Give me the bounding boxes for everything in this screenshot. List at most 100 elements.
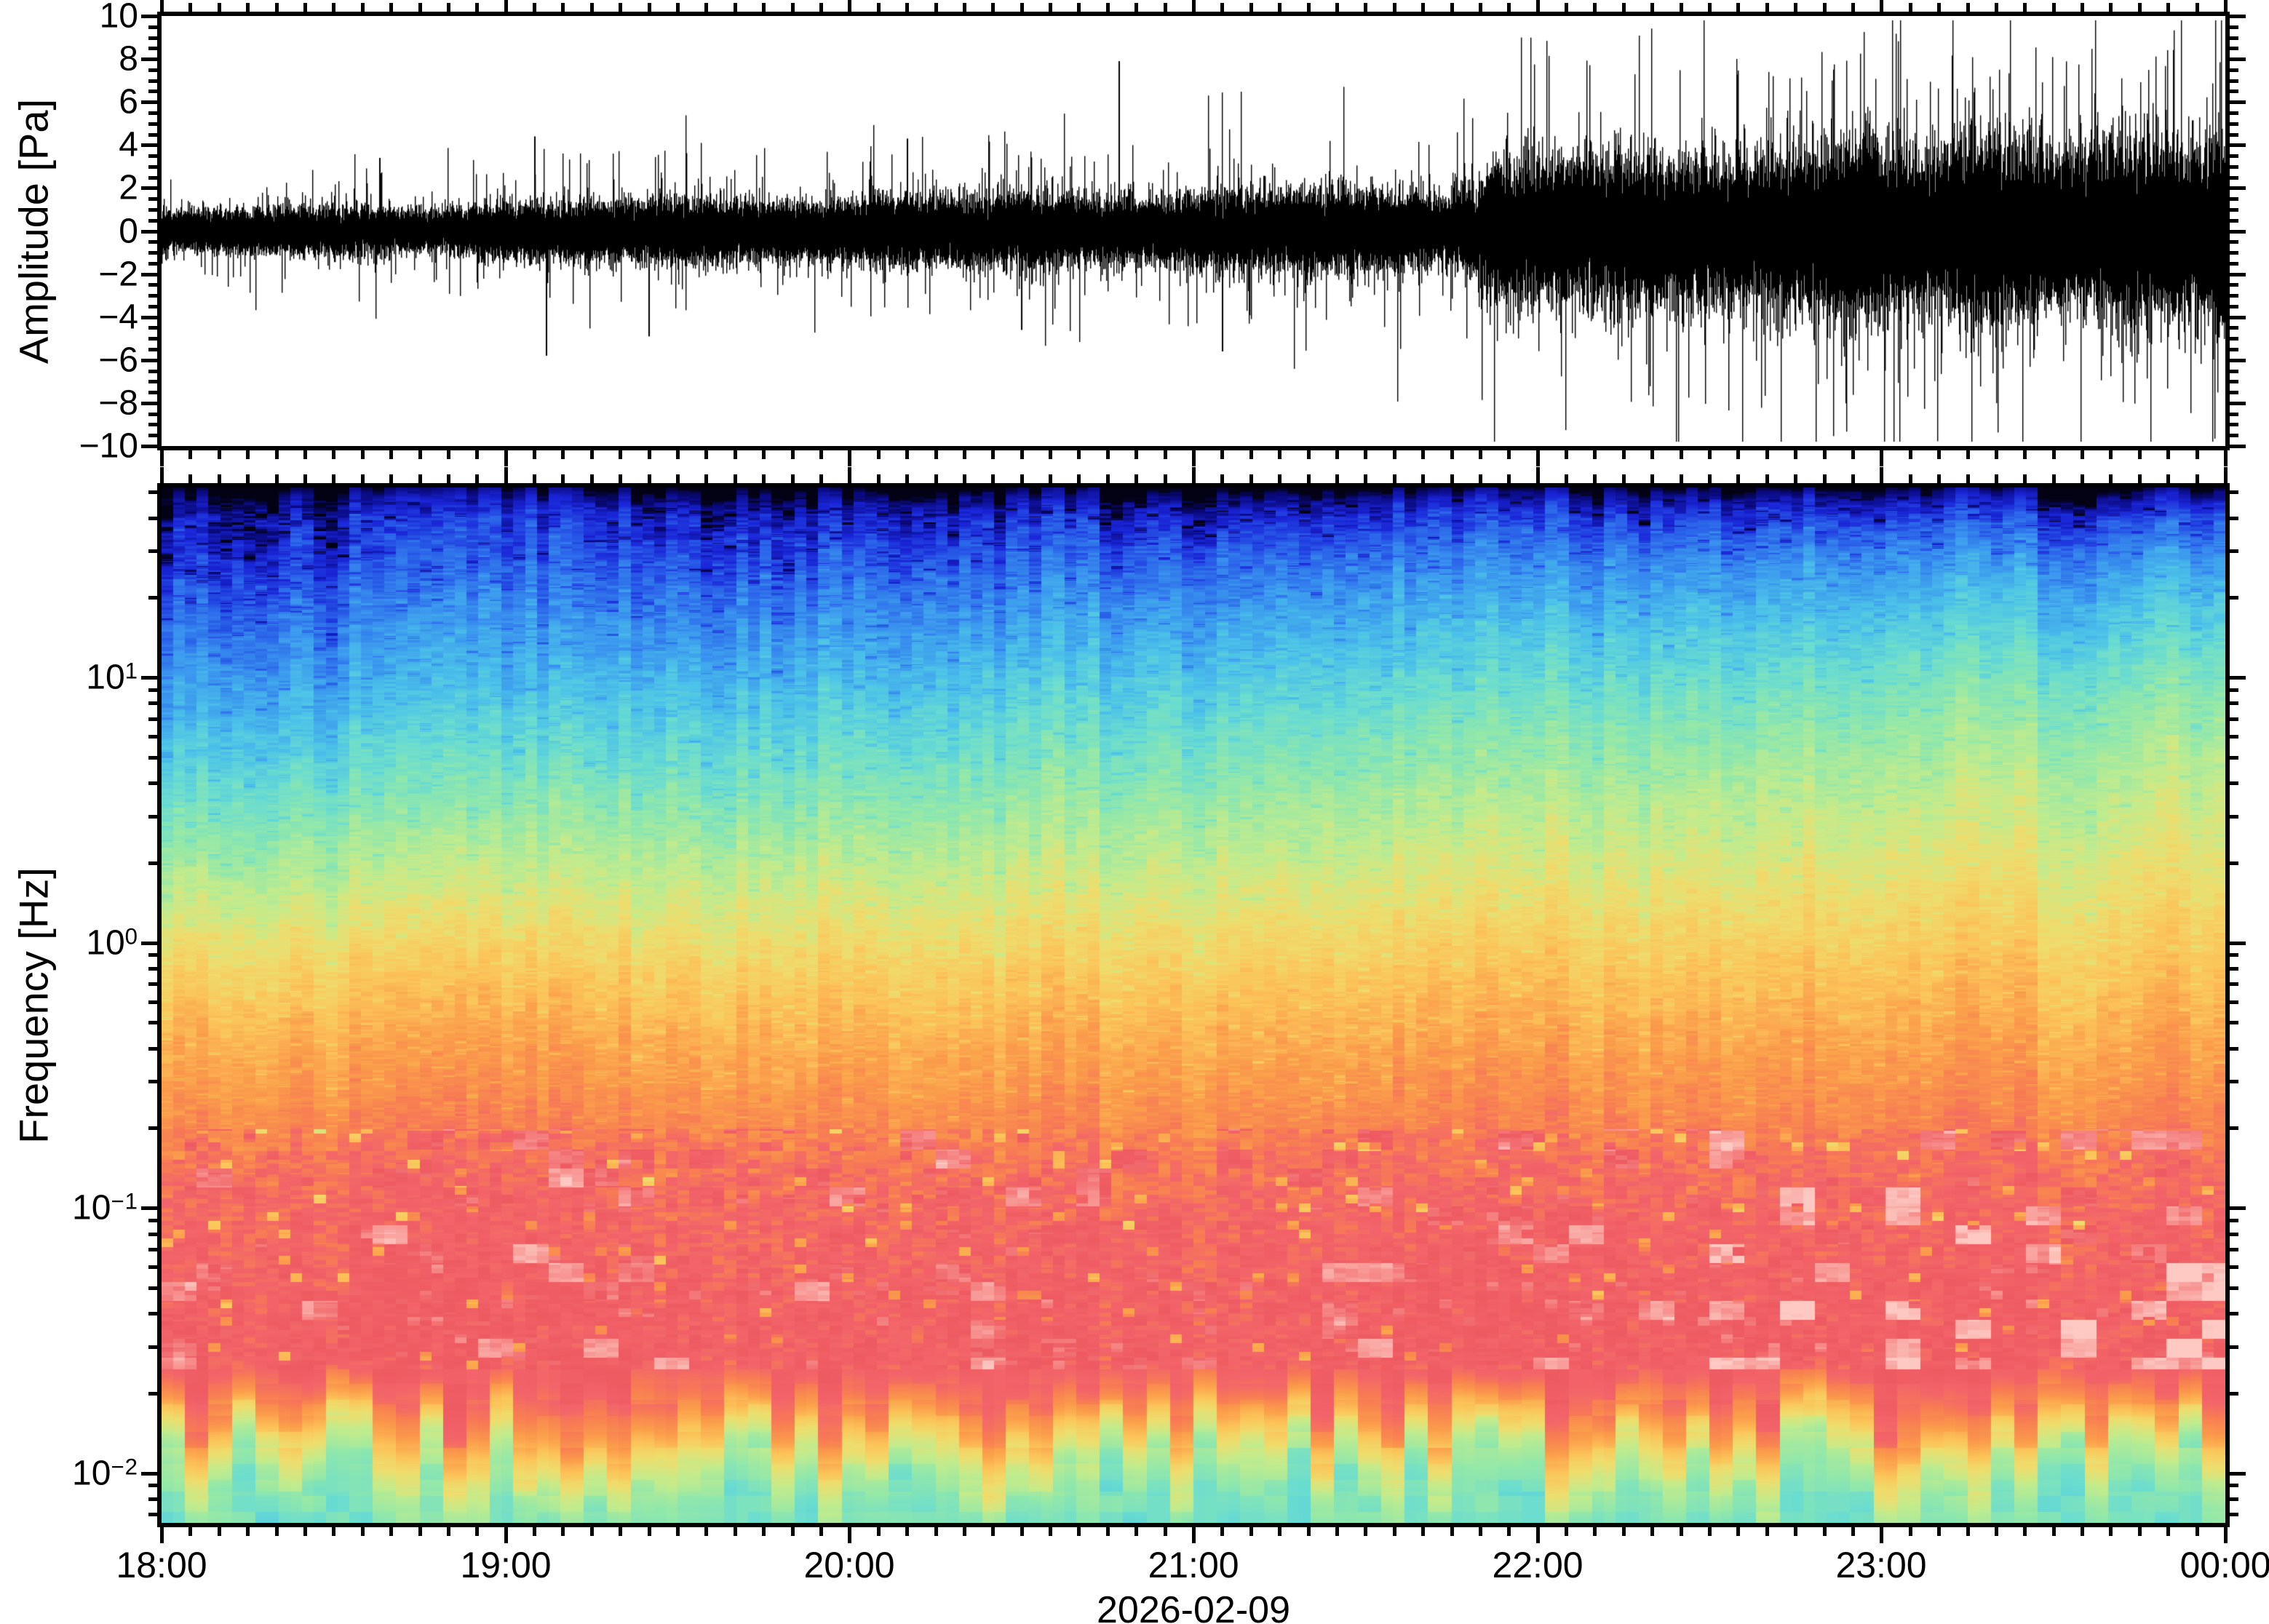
y-tick-minor	[2230, 1312, 2238, 1315]
x-tick-minor	[991, 1527, 995, 1536]
amplitude-tick-label: 6	[119, 82, 138, 122]
x-tick-minor	[2138, 1527, 2142, 1536]
y-tick-major	[2230, 402, 2246, 405]
x-tick-minor	[791, 1527, 795, 1536]
y-tick-major	[2230, 445, 2246, 448]
x-tick-minor	[188, 474, 192, 483]
x-tick-minor	[418, 474, 422, 483]
x-tick-minor	[877, 474, 881, 483]
x-tick-minor	[1966, 474, 1970, 483]
x-tick-minor	[590, 1527, 594, 1536]
x-tick-minor	[1364, 1527, 1367, 1536]
y-tick-minor	[2230, 1513, 2238, 1516]
x-tick-major	[160, 0, 164, 12]
x-tick-minor	[1507, 474, 1511, 483]
x-tick-minor	[2166, 3, 2170, 12]
y-tick-minor	[148, 1000, 157, 1004]
x-tick-minor	[1020, 474, 1024, 483]
x-tick-minor	[704, 450, 708, 459]
y-tick-minor	[2230, 688, 2238, 692]
y-tick-minor	[2230, 305, 2238, 309]
y-tick-minor	[148, 326, 157, 330]
x-tick-minor	[1077, 1527, 1081, 1536]
x-tick-major	[2224, 0, 2228, 12]
y-tick-minor	[148, 348, 157, 351]
x-tick-minor	[447, 3, 450, 12]
x-tick-minor	[1937, 450, 1941, 459]
y-tick-minor	[2230, 36, 2238, 40]
y-tick-minor	[148, 781, 157, 785]
y-tick-minor	[148, 68, 157, 72]
x-tick-minor	[1450, 3, 1454, 12]
y-tick-minor	[2230, 1080, 2238, 1083]
x-tick-minor	[1622, 450, 1626, 459]
frequency-tick-label: 10−2	[72, 1454, 138, 1493]
x-tick-minor	[1450, 450, 1454, 459]
y-tick-minor	[148, 423, 157, 426]
x-tick-minor	[1565, 3, 1568, 12]
x-tick-minor	[734, 1527, 737, 1536]
x-tick-minor	[275, 3, 279, 12]
x-tick-minor	[905, 1527, 909, 1536]
x-tick-major	[2224, 1527, 2228, 1543]
x-tick-minor	[1249, 474, 1253, 483]
y-tick-minor	[148, 176, 157, 180]
x-tick-minor	[590, 474, 594, 483]
x-tick-major	[1536, 450, 1540, 466]
y-tick-minor	[2230, 1392, 2238, 1396]
y-tick-minor	[2230, 1484, 2238, 1487]
y-tick-minor	[2230, 434, 2238, 437]
frequency-axis-label: Frequency [Hz]	[10, 867, 57, 1144]
x-tick-minor	[275, 474, 279, 483]
x-tick-minor	[1851, 1527, 1855, 1536]
x-tick-minor	[2023, 450, 2027, 459]
x-tick-minor	[1736, 474, 1740, 483]
x-tick-minor	[389, 1527, 393, 1536]
y-tick-major	[141, 143, 157, 147]
x-tick-minor	[1421, 474, 1425, 483]
y-tick-minor	[148, 596, 157, 600]
y-tick-minor	[148, 122, 157, 126]
amplitude-tick-label: 0	[119, 212, 138, 251]
x-tick-minor	[819, 450, 823, 459]
x-tick-minor	[533, 474, 536, 483]
x-tick-minor	[1680, 450, 1683, 459]
x-tick-minor	[934, 1527, 938, 1536]
y-tick-minor	[148, 283, 157, 287]
y-tick-minor	[2230, 517, 2238, 520]
x-tick-minor	[1077, 474, 1081, 483]
x-tick-minor	[1077, 3, 1081, 12]
x-tick-minor	[1450, 1527, 1454, 1536]
x-tick-minor	[1650, 1527, 1654, 1536]
frequency-tick-label: 100	[86, 923, 138, 963]
x-tick-minor	[1479, 1527, 1482, 1536]
y-tick-minor	[148, 688, 157, 692]
y-tick-major	[2230, 1472, 2246, 1476]
y-tick-major	[2230, 273, 2246, 276]
y-tick-minor	[148, 380, 157, 383]
x-tick-major	[160, 1527, 164, 1543]
x-tick-minor	[2081, 3, 2084, 12]
x-tick-minor	[1164, 450, 1167, 459]
x-tick-minor	[1995, 3, 1998, 12]
y-tick-minor	[2230, 490, 2238, 494]
y-tick-minor	[148, 165, 157, 169]
y-tick-minor	[2230, 1345, 2238, 1349]
x-tick-minor	[1622, 474, 1626, 483]
x-tick-minor	[991, 450, 995, 459]
amplitude-tick-label: −4	[98, 298, 138, 337]
x-tick-minor	[1909, 3, 1912, 12]
x-tick-minor	[1364, 3, 1367, 12]
x-tick-minor	[1937, 3, 1941, 12]
x-tick-minor	[762, 3, 766, 12]
y-tick-minor	[2230, 1126, 2238, 1130]
y-tick-major	[141, 402, 157, 405]
x-tick-minor	[1736, 3, 1740, 12]
x-tick-minor	[2052, 3, 2056, 12]
y-tick-minor	[2230, 1265, 2238, 1269]
y-tick-minor	[148, 1021, 157, 1024]
x-tick-minor	[791, 450, 795, 459]
x-tick-minor	[1851, 450, 1855, 459]
x-tick-minor	[1049, 1527, 1052, 1536]
x-tick-minor	[1794, 3, 1797, 12]
